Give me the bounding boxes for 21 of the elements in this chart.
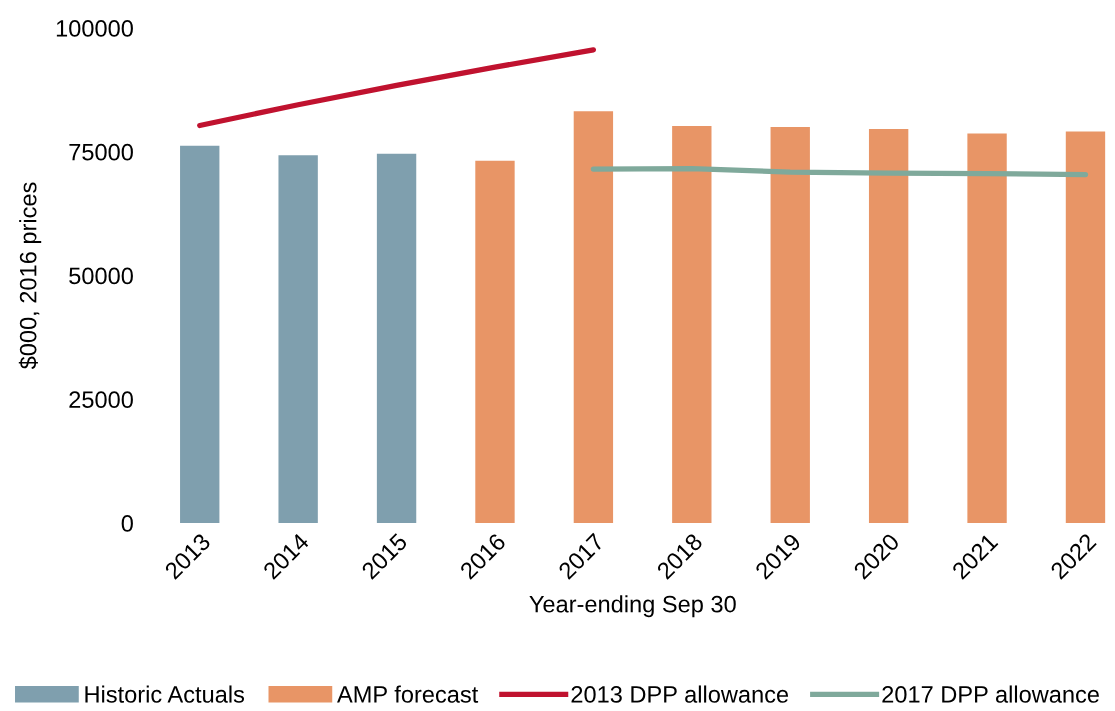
y-tick-label: 0 [121,515,133,532]
y-axis-title: $000, 2016 prices [18,182,42,370]
y-tick-label: 50000 [69,267,133,285]
bar [573,111,614,524]
bar [278,155,318,524]
bar [967,133,1007,524]
bar [180,145,220,524]
bar [1065,131,1106,524]
y-tick-label: 75000 [69,143,133,161]
legend-label: AMP forecast [337,685,479,703]
bar [475,160,515,524]
bar [770,127,810,524]
bar [672,126,712,524]
legend-label: Historic Actuals [85,685,245,703]
x-axis-title: Year-ending Sep 30 [529,595,736,618]
bar [376,153,417,524]
y-tick-label: 100000 [56,20,133,37]
y-tick-label: 25000 [69,391,133,409]
bar [868,128,909,524]
legend-label: 2013 DPP allowance [571,685,789,703]
legend-label: 2017 DPP allowance [882,685,1099,703]
